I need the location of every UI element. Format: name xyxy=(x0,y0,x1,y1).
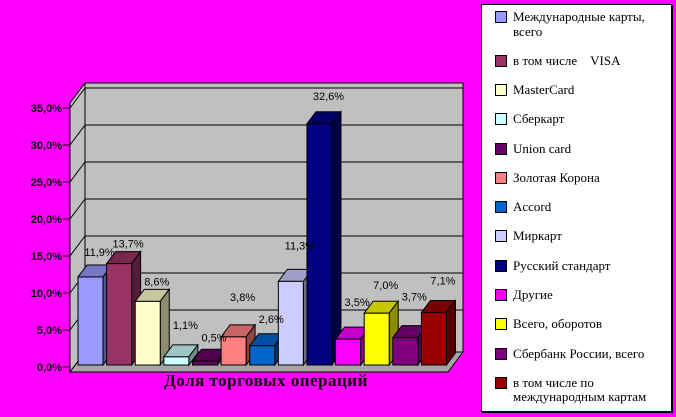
legend-item-label: Сбербанк России, всего xyxy=(513,345,645,361)
legend-item-label: в том числе по международным картам xyxy=(513,374,647,405)
bar-front-face xyxy=(134,300,161,366)
bar-value-label: 13,7% xyxy=(113,239,144,251)
bar-side-face xyxy=(331,110,342,367)
y-tick-label: 15,0% xyxy=(31,251,62,263)
legend-item: Accord xyxy=(495,200,668,215)
legend-swatch xyxy=(495,259,507,272)
side-wall-gridline xyxy=(69,235,86,257)
legend-swatch xyxy=(495,171,507,184)
legend-item-label: Всего, оборотов xyxy=(513,316,602,332)
bar-front-face xyxy=(335,338,362,366)
legend: Международные карты, всего в том числе VI… xyxy=(481,4,672,412)
legend-item: Русский стандарт xyxy=(495,257,668,274)
bar-value-label: 1,1% xyxy=(173,320,198,332)
y-tick-label: 0,0% xyxy=(37,362,62,374)
side-wall-gridline xyxy=(69,198,86,220)
legend-item: Миркарт xyxy=(495,229,668,244)
bar-front-face xyxy=(77,276,104,366)
bar-front-face xyxy=(363,312,390,366)
bar-6 xyxy=(220,323,257,367)
bar-value-label: 7,1% xyxy=(430,275,455,287)
bar-front-face xyxy=(306,123,333,366)
legend-item: Международные карты, всего xyxy=(495,9,668,39)
bar-value-label: 8,6% xyxy=(144,276,169,288)
legend-item: Другие xyxy=(495,288,668,303)
bar-front-face xyxy=(249,345,276,366)
legend-swatch xyxy=(495,54,507,67)
bar-front-face xyxy=(163,356,190,366)
legend-item: Всего, оборотов xyxy=(495,317,668,332)
legend-swatch xyxy=(495,289,507,302)
bar-front-face xyxy=(220,336,247,366)
bar-value-label: 0,5% xyxy=(201,332,226,344)
legend-item-label: Русский стандарт xyxy=(513,257,611,273)
legend-item: Union card xyxy=(495,140,668,157)
bar-front-face xyxy=(392,337,419,366)
bar-value-label: 3,8% xyxy=(230,292,255,304)
legend-item-label: Международные карты, всего xyxy=(513,9,649,39)
legend-item: в том числе VISA xyxy=(495,52,668,69)
y-tick-label: 35,0% xyxy=(31,103,62,115)
legend-item-label: Сберкарт xyxy=(513,111,565,127)
bar-value-label: 3,5% xyxy=(345,297,370,309)
bar-4 xyxy=(162,343,199,367)
bar-side-face xyxy=(445,298,456,367)
y-tick-label: 5,0% xyxy=(37,325,62,337)
legend-swatch xyxy=(495,113,507,126)
legend-item-label: Золотая Корона xyxy=(513,169,600,185)
legend-item: Сбербанк России, всего xyxy=(495,345,668,362)
legend-swatch xyxy=(495,318,507,331)
bar-front-face xyxy=(191,360,218,366)
bar-front-face xyxy=(106,263,133,366)
legend-item-label: в том числе VISA xyxy=(513,52,621,68)
bar-13 xyxy=(420,298,457,367)
y-tick-label: 20,0% xyxy=(31,214,62,226)
bar-front-face xyxy=(420,311,447,366)
y-tick-label: 10,0% xyxy=(31,288,62,300)
side-wall-gridline xyxy=(69,124,86,146)
legend-item-label: Union card xyxy=(513,140,572,156)
legend-item-label: Accord xyxy=(513,199,552,215)
chart-title: Доля торговых операций xyxy=(164,371,368,390)
bar-value-label: 32,6% xyxy=(313,91,344,103)
legend-swatch xyxy=(495,201,507,214)
legend-swatch xyxy=(495,84,507,97)
side-wall-gridline xyxy=(69,87,86,109)
bar-value-label: 2,6% xyxy=(259,314,284,326)
legend-item-label: MasterCard xyxy=(513,82,575,98)
bar-front-face xyxy=(277,280,304,366)
legend-swatch xyxy=(495,11,507,23)
bar-3 xyxy=(134,287,171,367)
side-wall-gridline xyxy=(69,161,86,183)
legend-swatch xyxy=(495,142,507,155)
legend-swatch xyxy=(495,376,507,389)
y-tick-label: 25,0% xyxy=(31,177,62,189)
legend-item: Золотая Корона xyxy=(495,169,668,186)
bar-value-label: 7,0% xyxy=(373,280,398,292)
bar-value-label: 11,3% xyxy=(285,240,316,252)
y-tick-label: 30,0% xyxy=(31,140,62,152)
bar-value-label: 11,9% xyxy=(84,247,115,259)
bar-value-label: 3,7% xyxy=(402,292,427,304)
legend-item: Сберкарт xyxy=(495,112,668,127)
legend-item: в том числе по международным картам xyxy=(495,374,668,405)
legend-swatch xyxy=(495,347,507,360)
legend-item-label: Миркарт xyxy=(513,228,562,244)
legend-item-label: Другие xyxy=(513,287,553,303)
legend-swatch xyxy=(495,230,507,243)
legend-item: MasterCard xyxy=(495,83,668,98)
bar-9 xyxy=(305,110,342,367)
